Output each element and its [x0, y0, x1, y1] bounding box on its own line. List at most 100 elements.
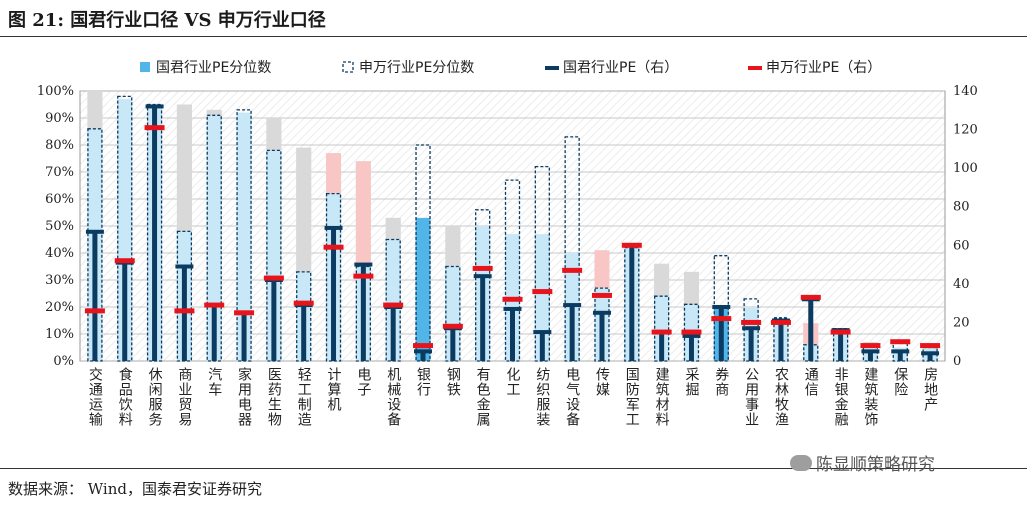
category-label: 建筑装饰: [862, 367, 878, 427]
category-label: 商业贸易: [176, 367, 192, 427]
gtja-pe-bar: [480, 276, 486, 361]
y-left-tick-label: 60%: [45, 192, 74, 207]
sw-pe-marker: [353, 273, 374, 279]
wechat-icon: [790, 454, 812, 471]
gtja-pe-marker: [592, 310, 611, 315]
gtja-percentile-bar: [385, 217, 401, 361]
legend-label: 申万行业PE（右）: [766, 60, 881, 76]
percentile-gap-fill: [683, 271, 699, 305]
gtja-pe-bar: [271, 280, 277, 361]
sw-pe-marker: [174, 308, 195, 314]
gtja-pe-marker: [712, 305, 731, 309]
watermark: 陈显顺策略研究: [790, 450, 935, 475]
category-label: 采掘: [683, 367, 699, 397]
y-left-tick-label: 40%: [45, 246, 74, 261]
category-label: 食品饮料: [117, 366, 133, 427]
gtja-pe-bar: [420, 351, 426, 361]
category-label: 家用电器: [236, 366, 252, 427]
sw-pe-marker: [442, 323, 463, 329]
category-label: 建筑材料: [654, 367, 670, 427]
category-label: 轻工制造: [296, 367, 312, 427]
gtja-pe-marker: [563, 303, 582, 308]
source-note: 数据来源： Wind，国泰君安证券研究: [8, 480, 262, 498]
percentile-gap-fill: [445, 226, 461, 267]
category-label: 电气设备: [564, 367, 580, 427]
y-left-tick-label: 10%: [45, 327, 74, 342]
percentile-gap-fill: [296, 147, 312, 272]
gtja-pe-bar: [241, 312, 247, 361]
sw-pe-marker: [860, 343, 881, 349]
gtja-pe-bar: [92, 231, 98, 361]
gtja-percentile-bar: [415, 217, 431, 361]
watermark-text: 陈显顺策略研究: [816, 455, 935, 475]
gtja-percentile-bar: [236, 112, 252, 361]
category-label: 房地产: [922, 367, 938, 412]
gtja-pe-marker: [533, 330, 552, 335]
gtja-pe-bar: [122, 262, 128, 361]
sw-pe-marker: [770, 319, 791, 325]
percentile-gap-fill: [206, 109, 222, 116]
percentile-gap-fill: [266, 118, 282, 151]
gtja-pe-bar: [450, 328, 456, 361]
category-label: 券商: [713, 367, 729, 397]
category-label: 农林牧渔: [773, 367, 789, 427]
sw-pe-marker: [204, 302, 225, 308]
sw-pe-marker: [562, 267, 583, 273]
gtja-percentile-bar: [206, 109, 222, 362]
gtja-percentile-bar: [87, 91, 103, 361]
gtja-pe-marker: [175, 264, 194, 269]
gtja-pe-bar: [181, 266, 187, 361]
y-right-tick-label: 20: [953, 315, 970, 330]
gtja-pe-bar: [539, 332, 545, 361]
category-label: 银行: [415, 367, 431, 397]
y-right-tick-label: 140: [953, 84, 978, 99]
gtja-pe-bar: [659, 332, 665, 361]
category-label: 钢铁: [445, 367, 461, 397]
gtja-pe-marker: [354, 262, 373, 267]
category-label: 休闲服务: [147, 367, 163, 427]
gtja-pe-marker: [503, 306, 522, 311]
gtja-pe-bar: [152, 106, 158, 361]
legend-label: 国君行业PE（右）: [563, 60, 678, 76]
y-left-tick-label: 100%: [37, 84, 74, 99]
sw-pe-marker: [263, 275, 284, 281]
gtja-pe-marker: [921, 351, 940, 356]
gtja-pe-bar: [927, 353, 933, 361]
gtja-pe-bar: [718, 307, 724, 361]
sw-pe-marker: [293, 300, 314, 306]
category-label: 交通运输: [87, 366, 103, 427]
legend-swatch-sw-percentile: [342, 61, 354, 73]
legend-swatch-gtja-percentile: [140, 62, 150, 72]
sw-pe-marker: [323, 244, 344, 250]
gtja-pe-bar: [599, 312, 605, 361]
gtja-pe-bar: [390, 307, 396, 361]
sw-percentile-bar: [87, 128, 103, 362]
gtja-pe-bar: [748, 328, 754, 361]
sw-percentile-bar: [773, 317, 789, 362]
category-label: 纺织服装: [534, 367, 550, 427]
y-right-tick-label: 40: [953, 277, 970, 292]
sw-pe-marker: [472, 265, 493, 271]
y-left-tick-label: 0%: [53, 354, 74, 369]
sw-pe-marker: [502, 296, 523, 302]
sw-pe-marker: [383, 302, 404, 308]
percentile-gap-fill: [385, 217, 401, 240]
category-label: 机械设备: [385, 367, 401, 427]
y-right-tick-label: 0: [953, 354, 961, 369]
sw-pe-marker: [681, 329, 702, 335]
sw-pe-marker: [413, 343, 434, 349]
category-label: 非银金融: [833, 367, 849, 427]
gtja-pe-marker: [742, 326, 761, 331]
gtja-percentile-bar: [117, 99, 133, 361]
sw-pe-marker: [651, 329, 672, 335]
category-label: 有色金属: [475, 367, 491, 427]
gtja-pe-bar: [778, 320, 784, 361]
percentile-gap-fill: [87, 91, 103, 129]
gtja-pe-bar: [569, 305, 575, 361]
sw-pe-marker: [711, 316, 732, 322]
sw-pe-marker: [144, 125, 165, 131]
gtja-pe-bar: [360, 264, 366, 361]
sw-pe-marker: [830, 329, 851, 335]
gtja-percentile-bar: [266, 118, 282, 361]
legend-swatch-sw-pe: [748, 66, 762, 70]
